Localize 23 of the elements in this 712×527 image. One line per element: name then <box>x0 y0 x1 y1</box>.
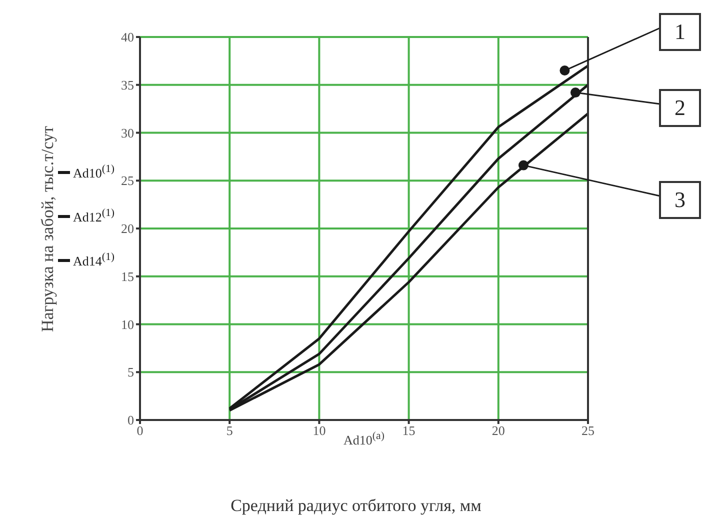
x-tick-label: 10 <box>312 423 326 438</box>
x-tick-label: 5 <box>226 423 233 438</box>
annotation: 1 <box>674 19 686 44</box>
legend-label: Ad14$^{(1)}$ <box>73 250 115 270</box>
x-tick-label: 15 <box>402 423 416 438</box>
y-tick-label: 5 <box>128 364 134 380</box>
legend-label: Ad10$^{(1)}$ <box>73 162 115 182</box>
text: Ad10$^{(a)}$ <box>344 430 384 448</box>
y-tick-label: 25 <box>121 173 134 188</box>
x-tick-label: 25 <box>582 423 594 438</box>
y-tick-label: 10 <box>121 316 134 332</box>
y-tick-label: 30 <box>121 125 134 140</box>
y-tick-label: 20 <box>121 221 134 236</box>
y-tick-label: 40 <box>121 30 134 45</box>
annotation: 2 <box>674 95 686 120</box>
x-axis-title: Средний радиус отбитого угля, мм <box>230 496 482 516</box>
x-tick-label: 20 <box>492 423 505 438</box>
y-tick-label: 0 <box>128 412 134 428</box>
y-tick-label: 35 <box>121 77 134 92</box>
annotation: 3 <box>674 187 686 212</box>
y-tick-label: 15 <box>121 268 134 284</box>
legend-label: Ad12$^{(1)}$ <box>73 206 115 226</box>
y-axis-title: Нагрузка на забой, тыс.т/сут <box>38 125 58 332</box>
